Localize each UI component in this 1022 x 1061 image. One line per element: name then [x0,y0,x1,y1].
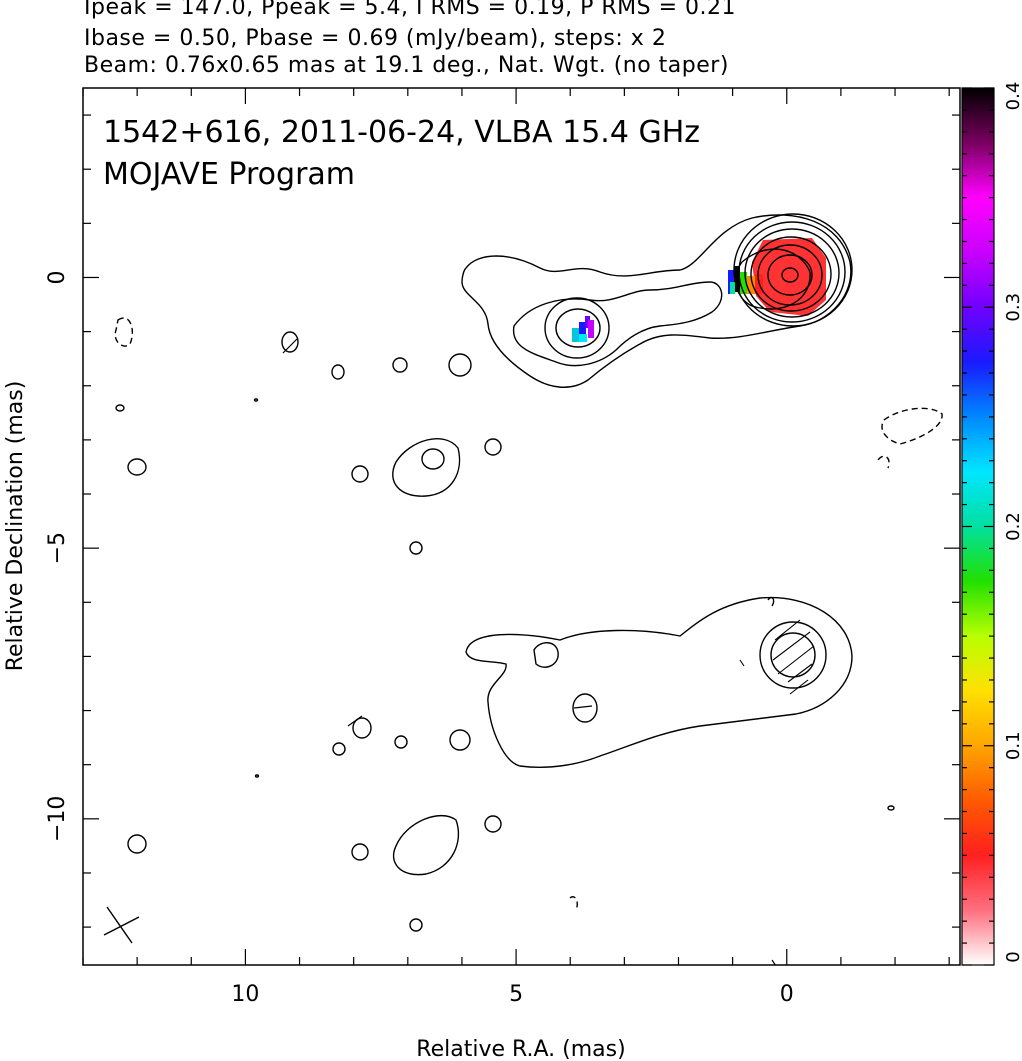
noise-contours-lower [127,717,895,932]
core-contours [733,213,853,327]
header-line-2: Ibase = 0.50, Pbase = 0.69 (mJy/beam), s… [84,26,667,51]
y-tick-label: −5 [45,532,70,564]
knot-pol-patch [572,316,594,342]
beam-model-contours [465,596,853,768]
colorbar-tick-label: 0.2 [1003,512,1022,541]
plot-frame [82,87,961,966]
x-tick-label: 10 [231,982,259,1007]
x-axis-label: Relative R.A. (mas) [416,1037,625,1061]
header-line-3: Beam: 0.76x0.65 mas at 19.1 deg., Nat. W… [84,53,729,78]
colorbar-ticks: 0 0.1 0.2 0.3 0.4 [962,82,1022,966]
colorbar-tick-label: 0.4 [1003,82,1022,111]
beam-marker [103,906,140,944]
header-line-1: Ipeak = 147.0, Ppeak = 5.4, I RMS = 0.19… [84,0,736,20]
core-pol-patch [752,238,826,316]
colorbar-tick-label: 0.3 [1003,293,1022,322]
jet-contours [461,214,852,388]
x-tick-label: 5 [509,982,523,1007]
contour-layer [103,213,943,965]
colorbar: 0 0.1 0.2 0.3 0.4 [961,82,1022,966]
noise-contours-upper [114,317,943,555]
y-axis-label: Relative Declination (mas) [3,381,28,672]
y-ticks: 0 −5 −10 [45,114,960,928]
polarization-patches [572,238,826,342]
chart-subtitle: MOJAVE Program [103,157,355,192]
y-tick-label: 0 [45,270,70,284]
beam-model-hatch [739,619,815,695]
y-tick-label: −10 [45,796,70,842]
x-tick-label: 0 [780,982,794,1007]
chart-title: 1542+616, 2011-06-24, VLBA 15.4 GHz [103,115,700,150]
feature-ticks [282,338,777,965]
colorbar-tick-label: 0.1 [1003,731,1022,760]
colorbar-tick-label: 0 [1003,951,1022,962]
x-ticks: 10 5 0 [82,88,950,1007]
